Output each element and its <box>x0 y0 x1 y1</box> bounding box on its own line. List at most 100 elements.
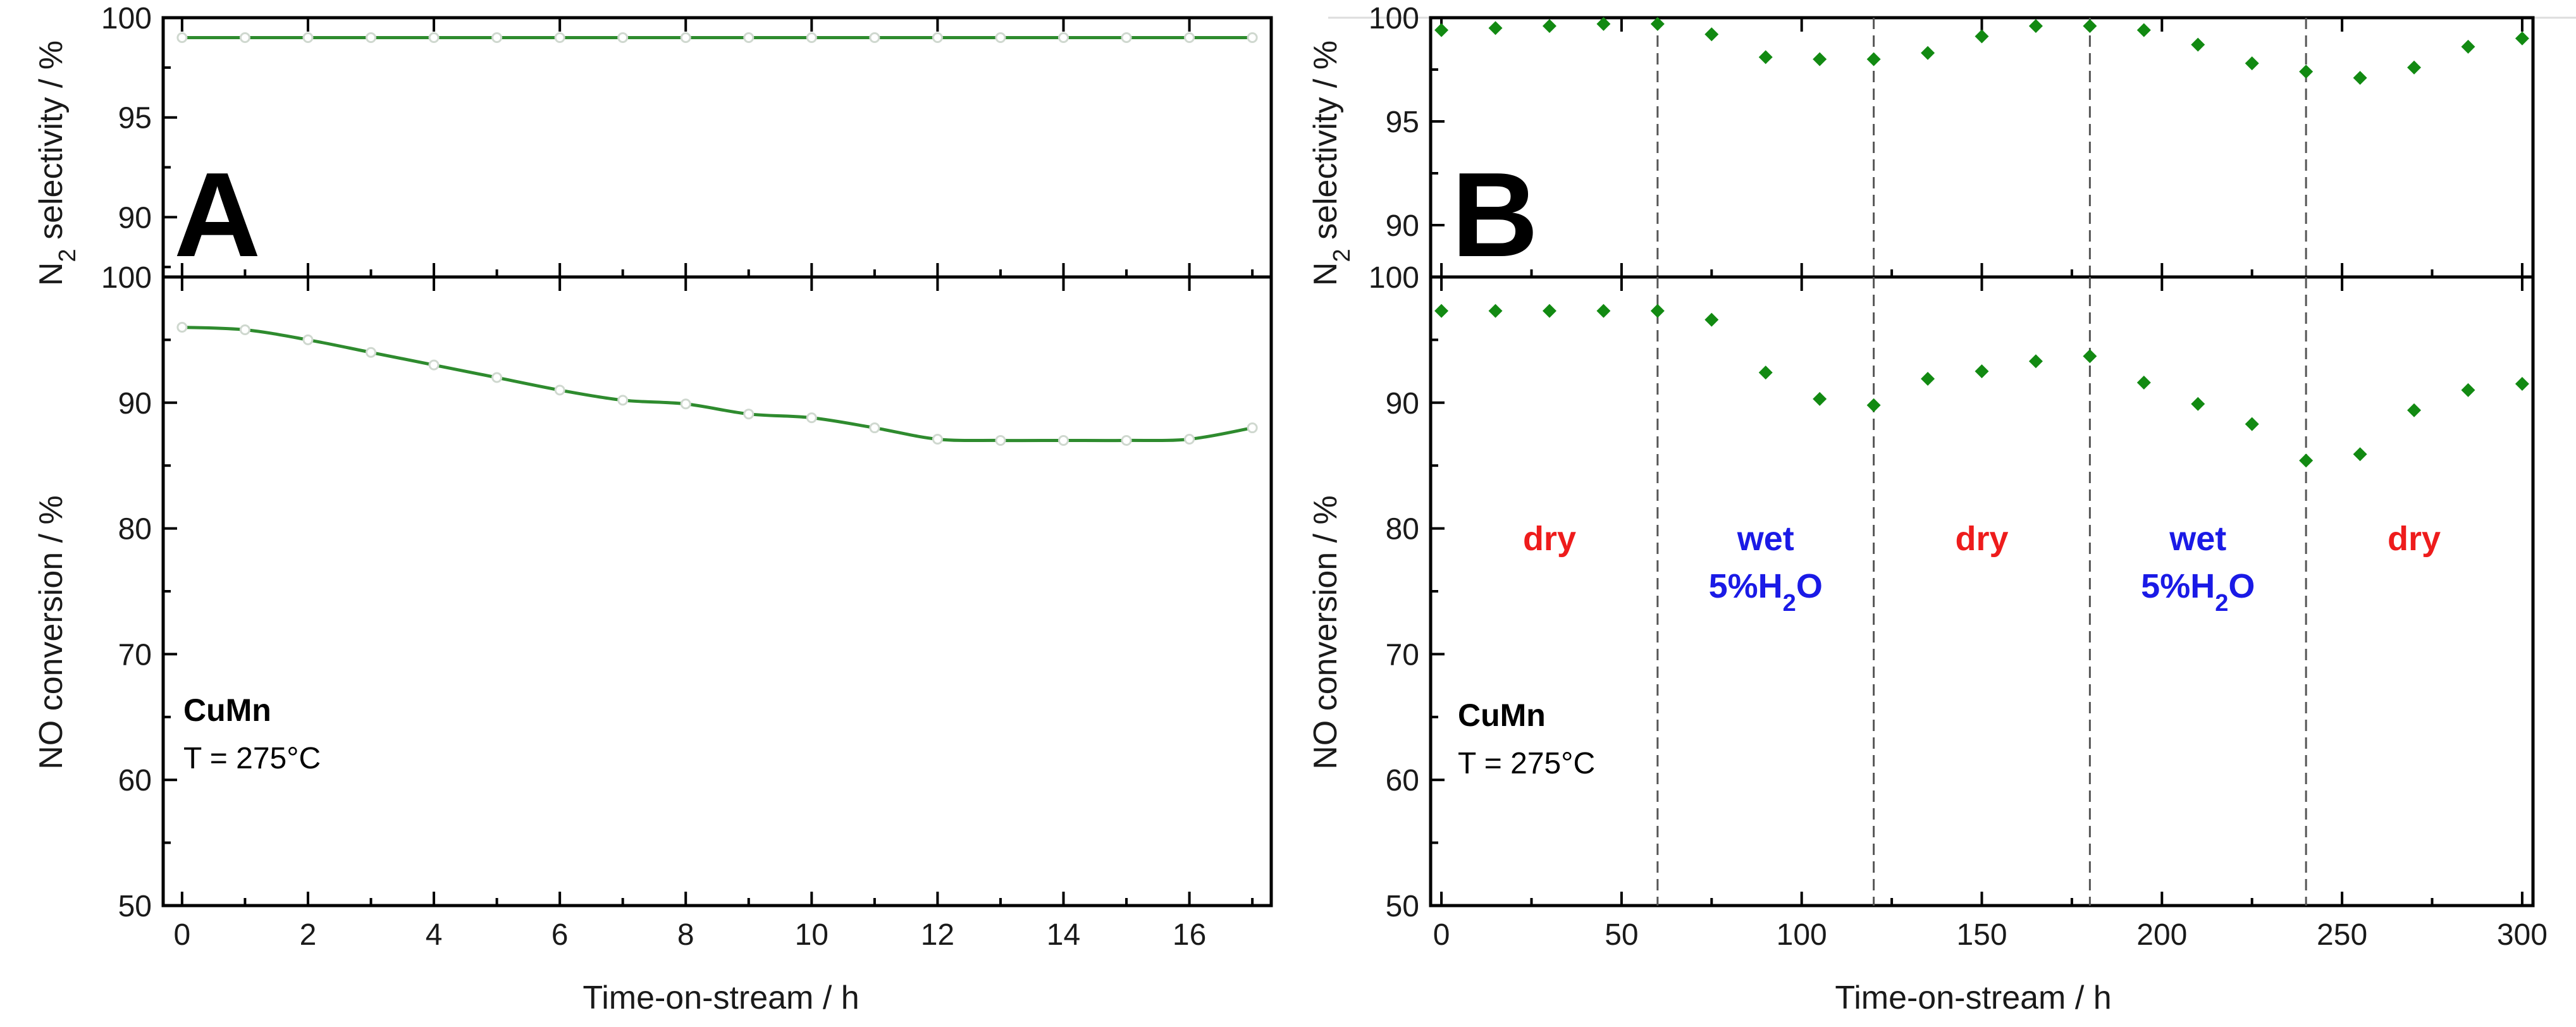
panel-b-bottom-y-tick-label: 80 <box>1386 513 1419 546</box>
panel-a-bottom-data-point <box>1121 434 1132 446</box>
panel-b-bottom-data-point <box>1704 312 1719 327</box>
panel-b-bottom-y-tick-label: 50 <box>1386 890 1419 923</box>
panel-a-top-data-point <box>617 32 629 44</box>
panel-b-top-data-point <box>2299 65 2314 79</box>
panel-a-top-y-axis-title: N2 selectivity / % <box>33 40 81 286</box>
panel-a-x-tick-label: 0 <box>174 918 191 952</box>
panel-a-top-data-point <box>932 32 943 44</box>
panel-b-top-data-point <box>1596 16 1611 31</box>
panel-a-bottom-y-tick-label: 70 <box>118 638 152 672</box>
panel-b-letter: B <box>1451 148 1538 282</box>
panel-b-x-axis-title: Time-on-stream / h <box>1835 980 2111 1016</box>
panel-a-x-tick-label: 2 <box>300 918 317 952</box>
panel-a-bottom-data-point <box>869 422 880 434</box>
panel-a-bottom-data-point <box>995 434 1006 446</box>
panel-a-bottom-y-tick-label: 80 <box>118 513 152 546</box>
panel-a-bottom-y-tick-label: 60 <box>118 764 152 797</box>
panel-b-bottom-data-point <box>1866 398 1881 412</box>
panel-b-top-data-point <box>1488 21 1503 35</box>
panel-b-top-data-point <box>2407 60 2422 75</box>
panel-a-x-tick-label: 8 <box>677 918 694 952</box>
panel-b-region-label: wet <box>2169 520 2226 558</box>
panel-a-x-tick-label: 12 <box>921 918 954 952</box>
panel-a-bottom-data-point <box>617 395 629 406</box>
panel-b-top-data-point <box>1975 29 1989 44</box>
panel-a-x-tick-label: 16 <box>1173 918 1206 952</box>
panel-a-bottom-y-tick-label: 100 <box>101 261 152 295</box>
panel-b-top-data-point <box>2136 23 2151 37</box>
panel-b-region-condition: 5%H2O <box>1709 567 1823 617</box>
panel-a-bottom-plot: 50 60 70 80 90 100 0 2 4 6 8 10 12 14 16 <box>101 261 1273 952</box>
panel-a-bottom-data-point <box>428 359 440 371</box>
panel-a-top-data-point <box>491 32 503 44</box>
panel-b-x-tick-label: 150 <box>1956 918 2007 952</box>
panel-b-top-data-point <box>1921 46 1935 60</box>
panel-b-top-data-point <box>2028 19 2043 34</box>
panel-b-bottom-data-point <box>2353 447 2367 462</box>
panel-b-region-labels: dry wet 5%H2O dry wet 5%H2O dry <box>1523 520 2441 617</box>
panel-b-bottom-data-point <box>1434 304 1449 318</box>
panel-a-letter: A <box>174 148 261 282</box>
panel-a-top-data-point <box>1121 32 1132 44</box>
panel-a-top-data-point <box>239 32 250 44</box>
panel-a: 90 95 100 50 60 70 80 90 100 0 2 4 6 8 10 12 14 16 A CuM… <box>33 2 1273 1016</box>
panel-b-x-tick-label: 300 <box>2497 918 2548 952</box>
panel-a-bottom-data-point <box>491 372 503 383</box>
panel-a-bottom-data-point <box>554 384 565 396</box>
panel-a-bottom-data-point <box>743 409 755 420</box>
panel-b-x-tick-label: 100 <box>1777 918 1827 952</box>
panel-b-x-tick-label: 250 <box>2317 918 2367 952</box>
panel-b-top-plot: 90 95 100 <box>1369 2 2535 279</box>
panel-b-bottom-data-point <box>2299 453 2314 468</box>
panel-b-bottom-y-tick-label: 90 <box>1386 387 1419 421</box>
panel-b-top-data-point <box>1434 23 1449 37</box>
panel-a-top-data-point <box>366 32 376 44</box>
panel-b-bottom-data-point <box>2245 417 2259 431</box>
panel-b-top-y-tick-label: 100 <box>1369 2 1419 35</box>
panel-a-bottom-data-point <box>932 433 943 445</box>
panel-a-top-data-point <box>428 32 440 44</box>
panel-a-top-data-point <box>554 32 565 44</box>
panel-b-bottom-data-point <box>1596 304 1611 318</box>
panel-a-bottom-data-point <box>680 398 691 410</box>
panel-b-bottom-data-point <box>1921 372 1935 386</box>
panel-b-bottom-data-point <box>1650 304 1665 318</box>
panel-a-top-data-point <box>869 32 880 44</box>
panel-b-bottom-y-tick-label: 70 <box>1386 638 1419 672</box>
panel-a-x-tick-label: 6 <box>552 918 569 952</box>
panel-b-bottom-data-point <box>1758 366 1773 380</box>
panel-b-bottom-y-axis-title: NO conversion / % <box>1307 495 1344 770</box>
panel-b-x-tick-label: 0 <box>1433 918 1450 952</box>
panel-b-top-data-point <box>1866 52 1881 66</box>
panel-b-top-data-point <box>1813 52 1827 66</box>
panel-a-top-data-point <box>176 32 188 44</box>
panel-b-top-data-point <box>2353 71 2367 85</box>
panel-b-region-label: dry <box>2388 520 2441 558</box>
panel-b-top-data-point <box>2461 39 2475 54</box>
panel-a-top-data-point <box>302 32 314 44</box>
panel-b-bottom-data-point <box>1542 304 1556 318</box>
panel-a-bottom-data-point <box>239 324 250 335</box>
panel-b-region-label: dry <box>1955 520 2008 558</box>
panel-a-top-data-point <box>680 32 691 44</box>
panel-a-top-y-tick-label: 95 <box>118 102 152 135</box>
panel-b-top-data-point <box>1758 50 1773 65</box>
panel-a-bottom-data-point <box>1184 433 1195 445</box>
panel-a-top-data-point <box>743 32 755 44</box>
panel-a-x-axis-title: Time-on-stream / h <box>582 980 859 1016</box>
panel-b-bottom-data-point <box>2191 397 2205 411</box>
panel-b-top-data-point <box>2515 31 2529 46</box>
panel-a-bottom-data-point <box>1247 422 1258 434</box>
panel-b-region-condition: 5%H2O <box>2141 567 2255 617</box>
panel-a-top-data-point <box>995 32 1006 44</box>
panel-b-x-tick-label: 50 <box>1605 918 1638 952</box>
panel-a-top-data-point <box>1247 32 1258 44</box>
panel-b-temperature-label: T = 275°C <box>1458 747 1595 780</box>
panel-b-bottom-data-point <box>1813 391 1827 406</box>
panel-a-sample-label: CuMn <box>183 692 271 728</box>
panel-a-temperature-label: T = 275°C <box>183 742 321 775</box>
